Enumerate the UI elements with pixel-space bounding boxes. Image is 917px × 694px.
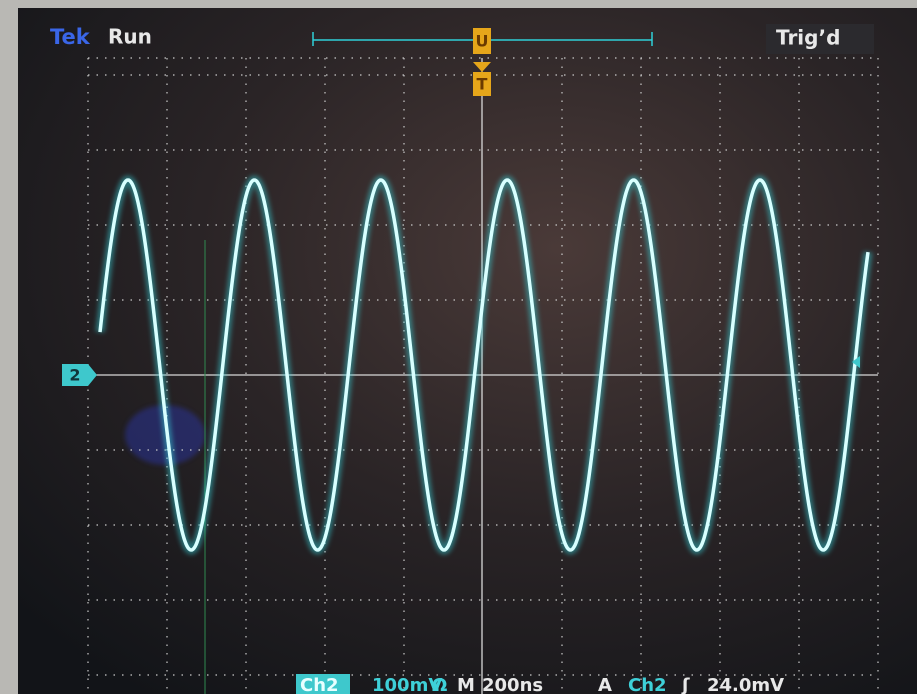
time-label: M	[457, 675, 475, 694]
channel: Ch2	[300, 675, 339, 694]
coupling: Ω	[432, 675, 447, 694]
trigger-source: Ch2	[628, 675, 667, 694]
trigger-label: A	[598, 675, 612, 694]
oscilloscope-screen: Tek Run U T Trig’d 2 Ch2 100mV Ω M 200ns…	[0, 0, 917, 694]
display	[18, 8, 917, 694]
trigger-slope: ʃ	[681, 675, 690, 694]
position-marker: U	[476, 32, 489, 51]
time-per-div: 200ns	[482, 675, 543, 694]
trigger-status: Trig’d	[776, 26, 840, 50]
trigger-level: 24.0mV	[707, 675, 784, 694]
channel-marker: 2	[69, 366, 80, 385]
run-status: Run	[108, 25, 152, 49]
trigger-marker: T	[477, 75, 488, 94]
brand: Tek	[50, 25, 91, 49]
